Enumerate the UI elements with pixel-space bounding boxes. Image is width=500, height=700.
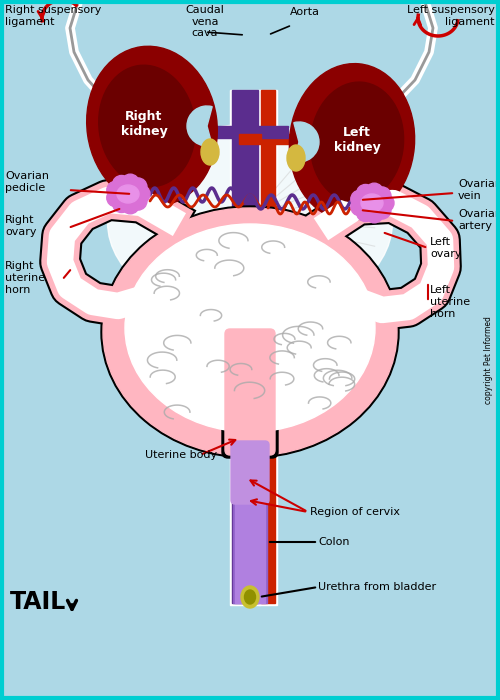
- Ellipse shape: [244, 590, 256, 604]
- Circle shape: [107, 181, 125, 200]
- Text: Left suspensory
ligament: Left suspensory ligament: [407, 5, 495, 27]
- Wedge shape: [294, 122, 319, 162]
- Ellipse shape: [361, 194, 383, 212]
- Ellipse shape: [108, 125, 393, 319]
- Ellipse shape: [117, 185, 139, 203]
- Text: Left
uterine
horn: Left uterine horn: [430, 286, 470, 318]
- Circle shape: [132, 185, 150, 203]
- Text: Left
ovary: Left ovary: [430, 237, 462, 259]
- Text: Ovarian
pedicle: Ovarian pedicle: [5, 172, 49, 193]
- Text: Right
ovary: Right ovary: [5, 215, 36, 237]
- Circle shape: [112, 195, 130, 213]
- Ellipse shape: [101, 206, 399, 458]
- Bar: [239, 134, 261, 144]
- Text: Left
kidney: Left kidney: [334, 126, 380, 154]
- Ellipse shape: [290, 64, 414, 220]
- Text: Ovarian
vein: Ovarian vein: [458, 179, 500, 201]
- Circle shape: [129, 192, 147, 210]
- Text: TAIL: TAIL: [10, 590, 66, 614]
- Circle shape: [356, 204, 374, 221]
- Circle shape: [356, 185, 374, 202]
- Text: Aorta: Aorta: [290, 7, 320, 17]
- Circle shape: [376, 194, 394, 212]
- Text: Urethra from bladder: Urethra from bladder: [318, 582, 436, 592]
- Text: Region of cervix: Region of cervix: [310, 507, 400, 517]
- Ellipse shape: [125, 224, 375, 432]
- Bar: [202, 126, 232, 138]
- Bar: [258, 126, 288, 138]
- Ellipse shape: [86, 46, 218, 206]
- Circle shape: [112, 176, 130, 193]
- FancyBboxPatch shape: [231, 441, 269, 504]
- Bar: [232, 90, 258, 603]
- Wedge shape: [187, 106, 212, 146]
- Text: Right
kidney: Right kidney: [120, 110, 168, 138]
- Text: Right
uterine
horn: Right uterine horn: [5, 261, 45, 295]
- Text: Caudal
vena
cava: Caudal vena cava: [186, 5, 224, 38]
- FancyBboxPatch shape: [225, 329, 275, 455]
- Bar: [261, 90, 275, 603]
- Ellipse shape: [287, 145, 305, 171]
- Text: Uterine body: Uterine body: [145, 450, 217, 460]
- Ellipse shape: [201, 139, 219, 165]
- Circle shape: [373, 201, 391, 219]
- Ellipse shape: [310, 82, 404, 202]
- Bar: [233, 388, 267, 603]
- FancyBboxPatch shape: [222, 326, 278, 458]
- Text: Right suspensory
ligament: Right suspensory ligament: [5, 5, 102, 27]
- Ellipse shape: [111, 179, 145, 209]
- Circle shape: [107, 189, 125, 206]
- Ellipse shape: [103, 208, 397, 456]
- Circle shape: [122, 196, 140, 214]
- Bar: [275, 134, 297, 144]
- Circle shape: [373, 187, 391, 205]
- Ellipse shape: [355, 188, 389, 218]
- Circle shape: [366, 205, 384, 223]
- Bar: [259, 90, 277, 605]
- Circle shape: [129, 178, 147, 196]
- Text: copyright Pet Informed: copyright Pet Informed: [484, 316, 493, 404]
- Ellipse shape: [98, 65, 196, 187]
- Circle shape: [122, 174, 140, 193]
- Ellipse shape: [241, 586, 259, 608]
- Bar: [230, 90, 260, 605]
- Text: Ovarian
artery: Ovarian artery: [458, 209, 500, 231]
- Circle shape: [366, 183, 384, 201]
- Circle shape: [351, 190, 369, 208]
- Bar: [235, 388, 265, 603]
- Text: Colon: Colon: [318, 537, 350, 547]
- Circle shape: [351, 198, 369, 216]
